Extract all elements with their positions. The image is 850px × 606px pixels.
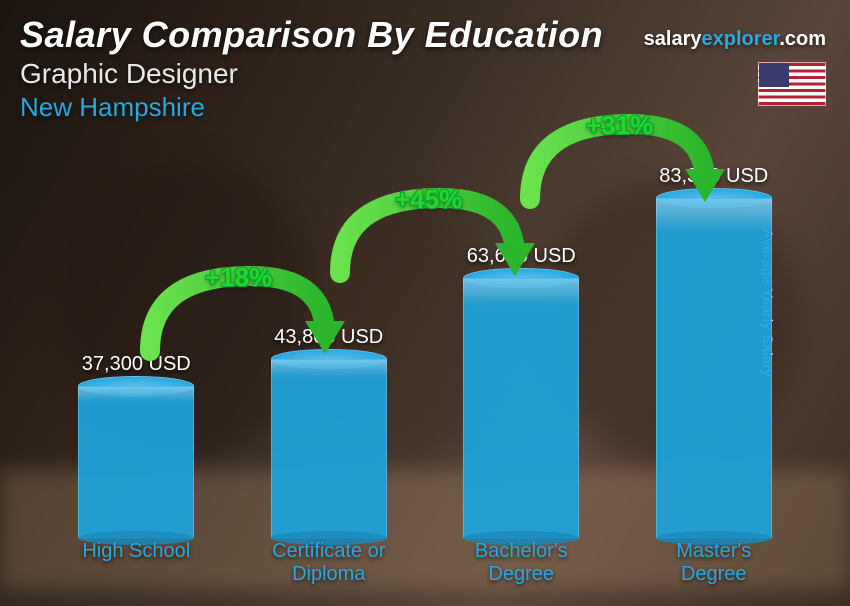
x-label-line1: Master's — [676, 540, 751, 562]
source-attribution: salaryexplorer.com — [644, 28, 826, 51]
bar-shape — [271, 359, 387, 538]
header-block: Salary Comparison By Education Graphic D… — [20, 14, 603, 123]
source-part2: explorer — [701, 28, 779, 50]
pct-increase-label: +18% — [205, 262, 272, 293]
bar-shape — [78, 386, 194, 538]
us-flag-icon — [758, 62, 826, 106]
subtitle-role: Graphic Designer — [20, 58, 603, 90]
bar-shape — [463, 278, 579, 538]
salary-bar-chart: 37,300 USD 43,800 USD 63,600 USD — [40, 136, 810, 586]
bar-master: 83,300 USD — [639, 165, 789, 538]
bar-bachelor: 63,600 USD — [446, 245, 596, 538]
bar-front — [271, 359, 387, 538]
pct-increase-label: +45% — [395, 184, 462, 215]
page-title: Salary Comparison By Education — [20, 14, 603, 56]
source-part3: .com — [779, 28, 826, 50]
infographic-stage: Salary Comparison By Education Graphic D… — [0, 0, 850, 606]
x-label-line2: Degree — [681, 563, 747, 585]
x-label-line1: Bachelor's — [475, 540, 568, 562]
pct-increase-label: +31% — [586, 110, 653, 141]
bar-value-label: 63,600 USD — [467, 245, 576, 268]
bar-value-label: 37,300 USD — [82, 353, 191, 376]
x-label-line1: Certificate or — [272, 540, 385, 562]
bar-front — [463, 278, 579, 538]
bars-container: 37,300 USD 43,800 USD 63,600 USD — [40, 158, 810, 538]
subtitle-location: New Hampshire — [20, 92, 603, 123]
x-label-line2: Degree — [488, 563, 554, 585]
bar-certificate: 43,800 USD — [254, 326, 404, 538]
x-label: High School — [51, 540, 221, 586]
x-label: Certificate or Diploma — [244, 540, 414, 586]
x-label: Master's Degree — [629, 540, 799, 586]
bar-value-label: 43,800 USD — [274, 326, 383, 349]
x-label-line2: Diploma — [292, 563, 365, 585]
bar-front — [656, 198, 772, 538]
x-label: Bachelor's Degree — [436, 540, 606, 586]
bar-value-label: 83,300 USD — [659, 165, 768, 188]
bar-front — [78, 386, 194, 538]
bar-shape — [656, 198, 772, 538]
x-axis-labels: High School Certificate or Diploma Bache… — [40, 540, 810, 586]
x-label-line1: High School — [82, 540, 190, 562]
source-part1: salary — [644, 28, 702, 50]
bar-high-school: 37,300 USD — [61, 353, 211, 538]
